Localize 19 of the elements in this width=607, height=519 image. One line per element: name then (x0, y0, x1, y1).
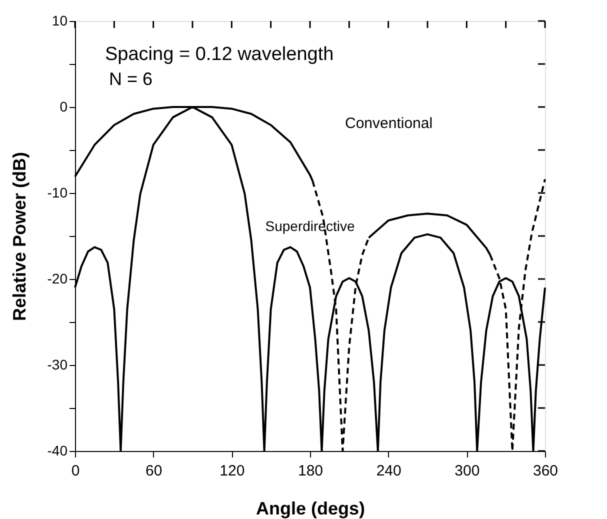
annotation: Spacing = 0.12 wavelength (105, 44, 334, 65)
y-tick-label: 0 (60, 98, 68, 114)
y-tick-label: -20 (47, 270, 68, 286)
x-tick-label: 240 (376, 462, 402, 480)
y-tick-label: 10 (52, 12, 68, 28)
x-tick-label: 60 (145, 462, 162, 480)
annotation: Conventional (345, 115, 433, 132)
y-tick-label: -30 (47, 356, 68, 372)
x-tick-label: 360 (532, 462, 558, 480)
x-axis-title: Angle (degs) (256, 498, 366, 518)
y-axis-title: Relative Power (dB) (9, 152, 30, 322)
annotation: N = 6 (109, 69, 153, 89)
y-tick-label: -10 (47, 184, 68, 200)
x-tick-label: 180 (298, 462, 324, 480)
annotation: Superdirective (265, 218, 355, 234)
x-tick-label: 120 (220, 462, 245, 480)
y-tick-label: -40 (47, 442, 68, 458)
x-tick-label: 0 (71, 462, 80, 480)
x-tick-label: 300 (454, 462, 480, 480)
